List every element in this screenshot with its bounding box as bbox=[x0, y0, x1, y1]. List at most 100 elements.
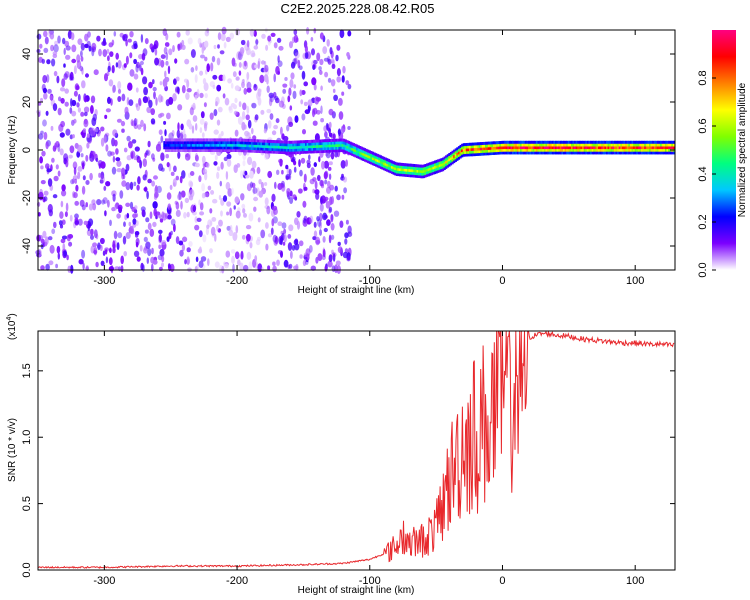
heatmap-cell bbox=[247, 149, 250, 153]
colorbar-tick-label: 0.0 bbox=[697, 262, 709, 277]
heatmap-cell bbox=[599, 143, 602, 147]
heatmap-cell bbox=[54, 40, 58, 46]
heatmap-cell bbox=[249, 28, 255, 37]
heatmap-cell bbox=[625, 148, 628, 152]
heatmap-cell bbox=[631, 143, 634, 147]
heatmap-cell bbox=[590, 151, 593, 155]
heatmap-cell bbox=[508, 140, 511, 144]
heatmap-cell bbox=[260, 144, 263, 148]
heatmap-cell bbox=[220, 146, 223, 150]
heatmap-cell bbox=[545, 151, 548, 155]
heatmap-cell bbox=[642, 148, 645, 152]
heatmap-cell bbox=[524, 146, 527, 150]
heatmap-cell bbox=[336, 149, 340, 153]
heatmap-cell bbox=[637, 140, 640, 144]
heatmap-cell bbox=[274, 150, 277, 154]
heatmap-cell bbox=[213, 109, 218, 117]
heatmap-cell bbox=[422, 169, 426, 173]
heatmap-cell bbox=[195, 143, 198, 147]
heatmap-cell bbox=[446, 159, 449, 163]
heatmap-cell bbox=[535, 140, 539, 144]
heatmap-cell bbox=[132, 213, 138, 219]
heatmap-cell bbox=[585, 151, 588, 155]
heatmap-cell bbox=[270, 150, 273, 154]
heatmap-cell bbox=[295, 145, 298, 149]
x-tick-label: -300 bbox=[93, 575, 115, 587]
heatmap-cell bbox=[448, 158, 451, 162]
heatmap-cell bbox=[625, 140, 628, 144]
heatmap-cell bbox=[325, 151, 331, 159]
heatmap-cell bbox=[97, 242, 101, 251]
heatmap-cell bbox=[257, 142, 260, 145]
heatmap-cell bbox=[260, 150, 263, 154]
heatmap-cell bbox=[175, 209, 181, 217]
heatmap-cell bbox=[316, 147, 319, 151]
heatmap-cell bbox=[391, 163, 394, 166]
heatmap-cell bbox=[655, 148, 658, 152]
heatmap-cell bbox=[626, 148, 629, 152]
heatmap-cell bbox=[230, 249, 236, 254]
heatmap-cell bbox=[275, 97, 280, 104]
heatmap-cell bbox=[265, 150, 268, 154]
heatmap-cell bbox=[306, 162, 311, 169]
heatmap-cell bbox=[233, 110, 238, 116]
heatmap-cell bbox=[111, 39, 115, 46]
heatmap-cell bbox=[602, 151, 605, 155]
heatmap-cell bbox=[451, 161, 454, 165]
heatmap-cell bbox=[268, 139, 271, 143]
heatmap-cell bbox=[556, 146, 559, 150]
heatmap-cell bbox=[302, 129, 306, 135]
heatmap-cell bbox=[397, 165, 400, 169]
heatmap-cell bbox=[491, 144, 494, 148]
heatmap-cell bbox=[289, 197, 294, 204]
heatmap-cell bbox=[177, 43, 180, 50]
heatmap-cell bbox=[563, 148, 566, 152]
heatmap-cell bbox=[405, 173, 408, 177]
heatmap-cell bbox=[500, 148, 504, 152]
heatmap-cell bbox=[191, 141, 195, 145]
heatmap-cell bbox=[545, 146, 548, 150]
heatmap-cell bbox=[214, 149, 217, 152]
heatmap-cell bbox=[389, 164, 392, 168]
heatmap-cell bbox=[510, 151, 513, 155]
heatmap-cell bbox=[504, 148, 507, 152]
heatmap-cell bbox=[194, 224, 200, 231]
heatmap-cell bbox=[313, 230, 318, 238]
heatmap-cell bbox=[588, 146, 591, 150]
heatmap-cell bbox=[653, 151, 656, 155]
heatmap-cell bbox=[53, 142, 58, 148]
heatmap-cell bbox=[175, 236, 180, 245]
heatmap-cell bbox=[609, 143, 612, 147]
heatmap-cell bbox=[664, 140, 668, 144]
heatmap-cell bbox=[228, 138, 231, 142]
heatmap-cell bbox=[293, 166, 297, 173]
heatmap-cell bbox=[142, 76, 148, 85]
heatmap-cell bbox=[277, 183, 283, 190]
heatmap-cell bbox=[338, 141, 341, 145]
heatmap-cell bbox=[371, 157, 375, 160]
heatmap-cell bbox=[341, 138, 344, 142]
heatmap-cell bbox=[244, 138, 247, 142]
heatmap-cell bbox=[263, 139, 266, 143]
heatmap-cell bbox=[435, 162, 438, 166]
heatmap-cell bbox=[233, 143, 236, 147]
heatmap-cell bbox=[328, 234, 332, 244]
heatmap-cell bbox=[73, 65, 77, 75]
heatmap-cell bbox=[214, 233, 217, 242]
heatmap-cell bbox=[596, 148, 599, 152]
heatmap-cell bbox=[341, 146, 344, 150]
heatmap-cell bbox=[129, 31, 134, 38]
heatmap-cell bbox=[569, 143, 572, 147]
heatmap-cell bbox=[317, 147, 320, 151]
heatmap-cell bbox=[335, 144, 338, 147]
heatmap-cell bbox=[223, 138, 226, 142]
heatmap-cell bbox=[172, 178, 177, 187]
heatmap-cell bbox=[149, 43, 154, 50]
heatmap-cell bbox=[278, 100, 285, 108]
heatmap-cell bbox=[80, 50, 83, 58]
heatmap-cell bbox=[500, 143, 504, 147]
heatmap-cell bbox=[246, 138, 249, 142]
heatmap-cell bbox=[180, 143, 183, 147]
heatmap-cell bbox=[494, 151, 497, 155]
